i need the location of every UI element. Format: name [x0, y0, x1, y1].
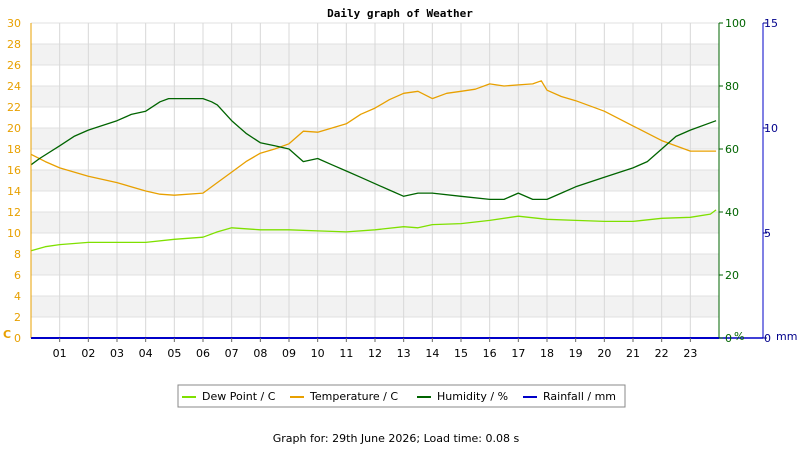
- tick-label-temp: 2: [14, 311, 21, 324]
- series-line-2: [30, 97, 717, 201]
- tick-label-x: 08: [253, 347, 267, 360]
- tick-label-x: 07: [225, 347, 239, 360]
- grid-lines: [31, 22, 719, 339]
- tick-label-humidity: 100: [725, 17, 746, 30]
- legend-label: Dew Point / C: [202, 390, 276, 403]
- tick-label-x: 23: [683, 347, 697, 360]
- y-axis-humidity-ticks: 0 20 40 60 80 100: [719, 17, 746, 345]
- tick-label-humidity: 0: [725, 332, 732, 345]
- tick-label-rain: 0: [764, 332, 771, 345]
- tick-label-temp: 0: [14, 332, 21, 345]
- rain-unit-label: mm: [776, 330, 797, 343]
- tick-label-x: 15: [454, 347, 468, 360]
- tick-label-temp: 22: [7, 101, 21, 114]
- tick-label-temp: 18: [7, 143, 21, 156]
- tick-label-humidity: 60: [725, 143, 739, 156]
- tick-label-temp: 10: [7, 227, 21, 240]
- tick-label-temp: 28: [7, 38, 21, 51]
- legend: Dew Point / C Temperature / C Humidity / %…: [177, 384, 626, 408]
- tick-label-x: 11: [339, 347, 353, 360]
- tick-label-x: 01: [53, 347, 67, 360]
- axes: [30, 23, 764, 339]
- tick-label-rain: 5: [764, 227, 771, 240]
- legend-label: Humidity / %: [437, 390, 508, 403]
- tick-label-temp: 26: [7, 59, 21, 72]
- tick-label-temp: 4: [14, 290, 21, 303]
- tick-label-x: 12: [368, 347, 382, 360]
- tick-label-x: 16: [483, 347, 497, 360]
- tick-label-rain: 15: [764, 17, 778, 30]
- x-axis-ticks: 01 02 03 04 05 06 07 08 09 10 11 12 13 14 15 16 17 18 19 20…: [53, 338, 697, 360]
- tick-label-x: 09: [282, 347, 296, 360]
- tick-label-temp: 20: [7, 122, 21, 135]
- tick-label-temp: 30: [7, 17, 21, 30]
- legend-label: Rainfall / mm: [543, 390, 616, 403]
- tick-label-x: 22: [655, 347, 669, 360]
- tick-label-temp: 12: [7, 206, 21, 219]
- tick-label-temp: 6: [14, 269, 21, 282]
- tick-label-x: 20: [597, 347, 611, 360]
- tick-label-x: 03: [110, 347, 124, 360]
- legend-box: [177, 384, 626, 408]
- series-line-1: [30, 80, 717, 196]
- tick-label-temp: 16: [7, 164, 21, 177]
- tick-label-x: 13: [397, 347, 411, 360]
- chart-title: Daily graph of Weather: [327, 7, 473, 20]
- tick-label-x: 17: [511, 347, 525, 360]
- tick-label-rain: 10: [764, 122, 778, 135]
- series-line-0: [30, 209, 717, 252]
- tick-label-x: 02: [81, 347, 95, 360]
- tick-label-x: 10: [311, 347, 325, 360]
- y-axis-rain-ticks: 0 5 10 15: [763, 17, 778, 345]
- tick-label-x: 14: [425, 347, 439, 360]
- tick-label-temp: 14: [7, 185, 21, 198]
- tick-label-x: 05: [167, 347, 181, 360]
- tick-label-temp: 8: [14, 248, 21, 261]
- tick-label-humidity: 20: [725, 269, 739, 282]
- tick-label-x: 06: [196, 347, 210, 360]
- legend-label: Temperature / C: [309, 390, 398, 403]
- tick-label-x: 19: [569, 347, 583, 360]
- tick-label-x: 18: [540, 347, 554, 360]
- tick-label-humidity: 80: [725, 80, 739, 93]
- tick-label-humidity: 40: [725, 206, 739, 219]
- temp-unit-label: C: [3, 328, 11, 341]
- tick-label-x: 04: [139, 347, 153, 360]
- footer-text: Graph for: 29th June 2026; Load time: 0.…: [273, 432, 520, 445]
- humidity-unit-label: %: [734, 330, 744, 343]
- tick-label-x: 21: [626, 347, 640, 360]
- tick-label-temp: 24: [7, 80, 21, 93]
